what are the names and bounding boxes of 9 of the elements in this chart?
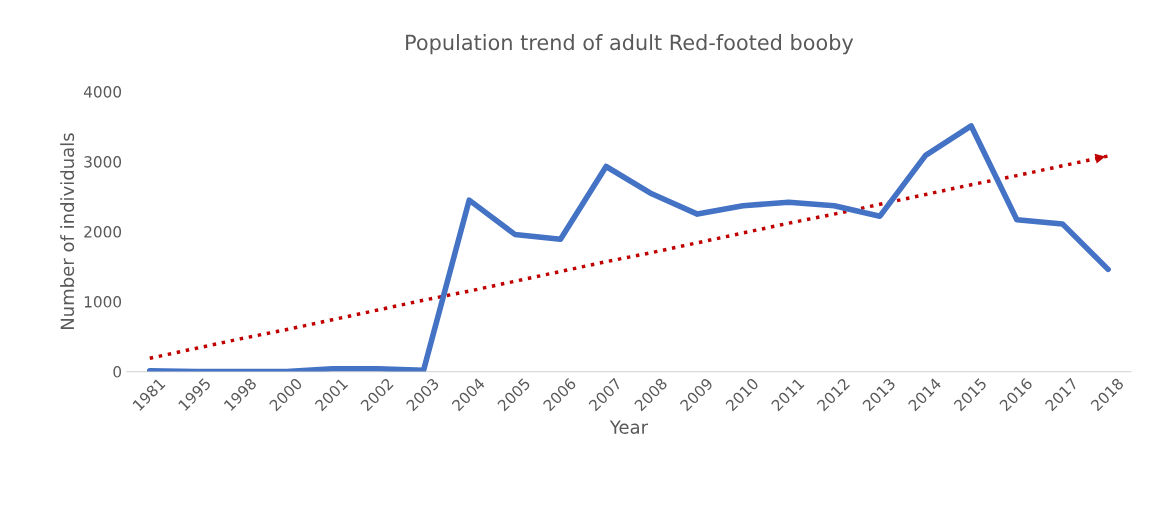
y-tick-label: 4000 [83,86,122,98]
y-tick-label: 1000 [84,296,122,308]
y-tick-label: 3000 [84,156,122,168]
y-tick-label: 2000 [84,226,122,238]
y-axis-title: Number of individuals [60,133,75,330]
chart-title: Population trend of adult Red-footed booby [406,34,854,55]
x-axis-title: Year [609,420,649,434]
line-series [148,154,1110,361]
y-tick-label: 0 [113,366,122,378]
